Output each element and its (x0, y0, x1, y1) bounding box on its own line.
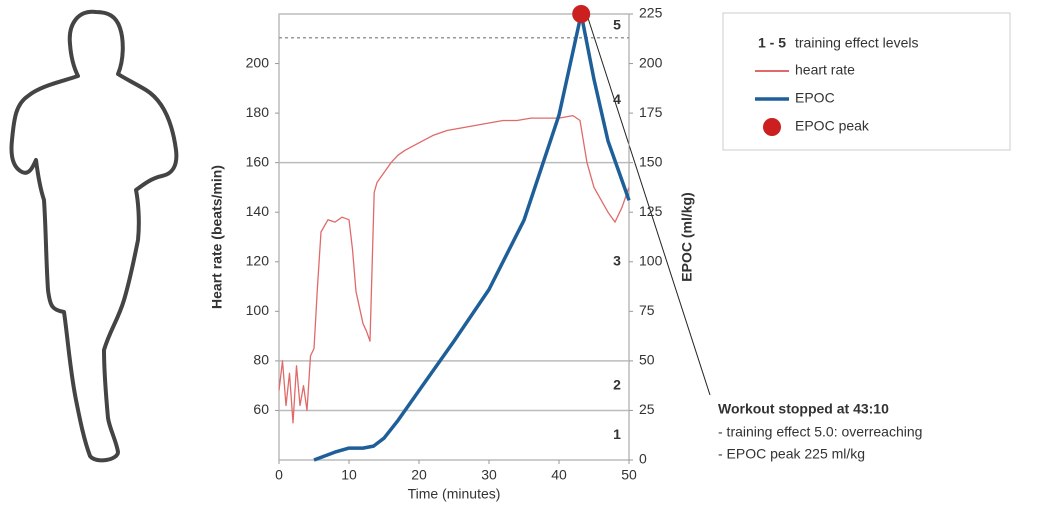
y2-tick-label: 150 (639, 153, 663, 169)
annotation-title: Workout stopped at 43:10 (718, 401, 889, 417)
y-tick-label: 60 (253, 401, 269, 417)
y-tick-label: 180 (246, 104, 270, 120)
y2-tick-label: 25 (639, 401, 655, 417)
x-tick-label: 40 (551, 467, 567, 483)
epoc-line (313, 12, 631, 462)
y2-tick-label: 50 (639, 352, 655, 368)
y-tick-label: 120 (246, 252, 270, 268)
legend-key: 1 - 5 (758, 35, 786, 51)
y-tick-label: 200 (246, 54, 270, 70)
y2-tick-label: 0 (639, 451, 647, 467)
zone-label: 3 (613, 252, 621, 268)
x-tick-label: 0 (275, 467, 283, 483)
plot-frame (278, 13, 630, 461)
x-tick-label: 30 (481, 467, 497, 483)
y2-tick-label: 175 (639, 104, 663, 120)
y-tick-label: 140 (246, 203, 270, 219)
x-axis-label: Time (minutes) (408, 486, 501, 502)
legend-label: heart rate (795, 62, 855, 78)
legend-label: EPOC (795, 90, 835, 106)
x-tick-label: 10 (341, 467, 357, 483)
y2-tick-label: 100 (639, 252, 663, 268)
y2-tick-label: 75 (639, 302, 655, 318)
peak-marker (572, 5, 591, 23)
zone-label: 1 (613, 426, 621, 442)
zone-label: 5 (613, 17, 621, 33)
annotation-leader (586, 14, 711, 396)
y2-tick-label: 225 (639, 5, 663, 21)
annotation-line: - training effect 5.0: overreaching (718, 424, 922, 440)
x-tick-label: 20 (411, 467, 427, 483)
x-tick-label: 50 (621, 467, 637, 483)
y2-tick-label: 200 (639, 54, 663, 70)
zone-label: 4 (613, 91, 621, 107)
y-tick-label: 80 (253, 352, 269, 368)
annotation-line: - EPOC peak 225 ml/kg (718, 446, 865, 462)
zone-label: 2 (613, 376, 621, 392)
y2-tick-label: 125 (639, 203, 663, 219)
legend-swatch (763, 118, 781, 136)
y-tick-label: 160 (246, 153, 270, 169)
y-axis-label: Heart rate (beats/min) (209, 165, 225, 309)
y-tick-label: 100 (246, 302, 270, 318)
y2-axis-label: EPOC (ml/kg) (679, 192, 695, 281)
runner-silhouette (9, 9, 179, 463)
legend-label: EPOC peak (795, 118, 870, 134)
heart-rate-line (278, 114, 630, 424)
legend-label: training effect levels (795, 35, 918, 51)
